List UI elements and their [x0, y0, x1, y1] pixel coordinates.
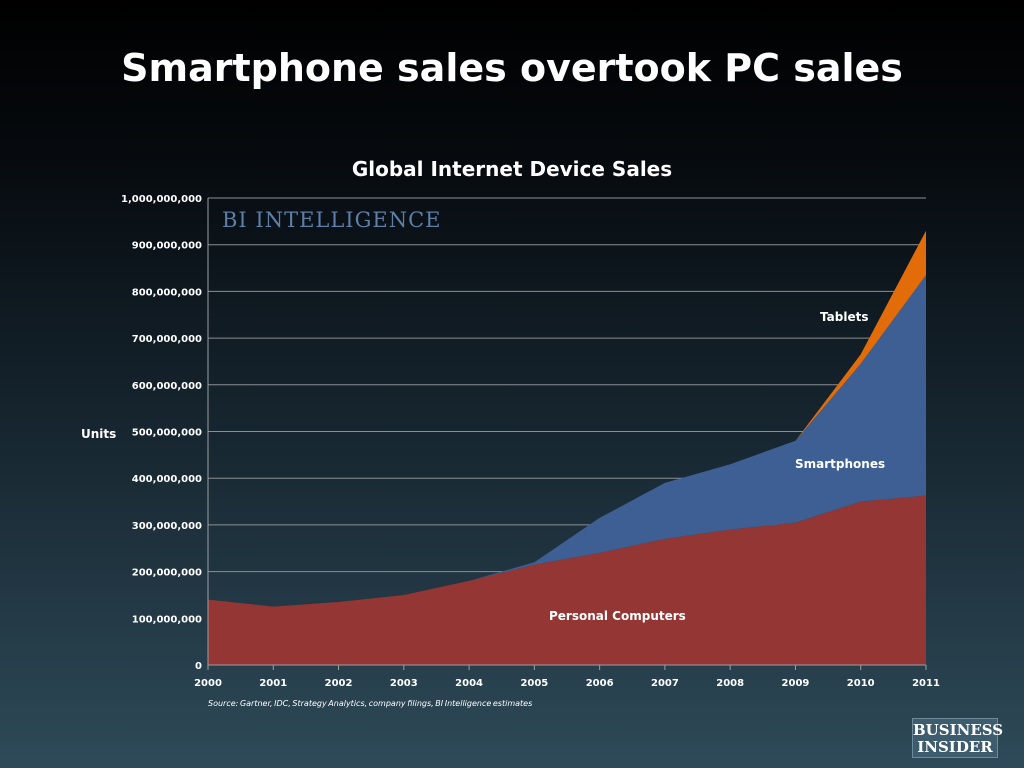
y-tick-label: 900,000,000 — [132, 241, 202, 252]
chart-title: Global Internet Device Sales — [352, 157, 672, 181]
x-tick-label: 2003 — [390, 678, 418, 689]
y-tick-label: 700,000,000 — [132, 334, 202, 345]
y-tick-label: 500,000,000 — [132, 428, 202, 439]
bi-intelligence-logo: BI INTELLIGENCE — [222, 208, 442, 232]
x-tick-label: 2000 — [194, 678, 222, 689]
business-insider-logo-line-1: BUSINESS — [913, 721, 1004, 739]
x-tick-label: 2010 — [847, 678, 875, 689]
slide-title: Smartphone sales overtook PC sales — [121, 46, 903, 90]
y-tick-label: 1,000,000,000 — [121, 194, 202, 205]
y-tick-label: 800,000,000 — [132, 287, 202, 298]
y-tick-labels: 0 100,000,000 200,000,000 300,000,000 400,00… — [121, 194, 202, 672]
y-axis-label: Units — [81, 427, 116, 441]
x-tick-label: 2007 — [651, 678, 679, 689]
x-tick-labels: 2000 2001 2002 2003 2004 2005 2006 2007 2008 2009… — [194, 678, 940, 689]
business-insider-logo-line-2: INSIDER — [917, 738, 993, 756]
x-tick-label: 2011 — [912, 678, 940, 689]
x-tick-label: 2001 — [259, 678, 287, 689]
business-insider-logo: BUSINESS INSIDER — [912, 718, 1004, 758]
x-tick-label: 2009 — [782, 678, 810, 689]
y-tick-label: 600,000,000 — [132, 381, 202, 392]
x-tick-label: 2008 — [716, 678, 744, 689]
series-label-tablets: Tablets — [820, 310, 868, 324]
x-tick-label: 2005 — [520, 678, 548, 689]
x-tick-label: 2006 — [586, 678, 614, 689]
area-smartphones — [208, 275, 926, 607]
y-tick-label: 200,000,000 — [132, 568, 202, 579]
source-note: Source: Gartner, IDC, Strategy Analytics… — [208, 699, 534, 708]
series-label-personal-computers: Personal Computers — [549, 609, 686, 623]
y-tick-label: 0 — [195, 661, 202, 672]
area-personal-computers — [208, 495, 926, 665]
x-tick-label: 2002 — [325, 678, 353, 689]
plot-areas — [208, 230, 926, 665]
y-tick-label: 300,000,000 — [132, 521, 202, 532]
y-tick-label: 400,000,000 — [132, 474, 202, 485]
y-tick-label: 100,000,000 — [132, 614, 202, 625]
x-tick-label: 2004 — [455, 678, 483, 689]
axes — [207, 198, 927, 670]
series-label-smartphones: Smartphones — [795, 457, 885, 471]
